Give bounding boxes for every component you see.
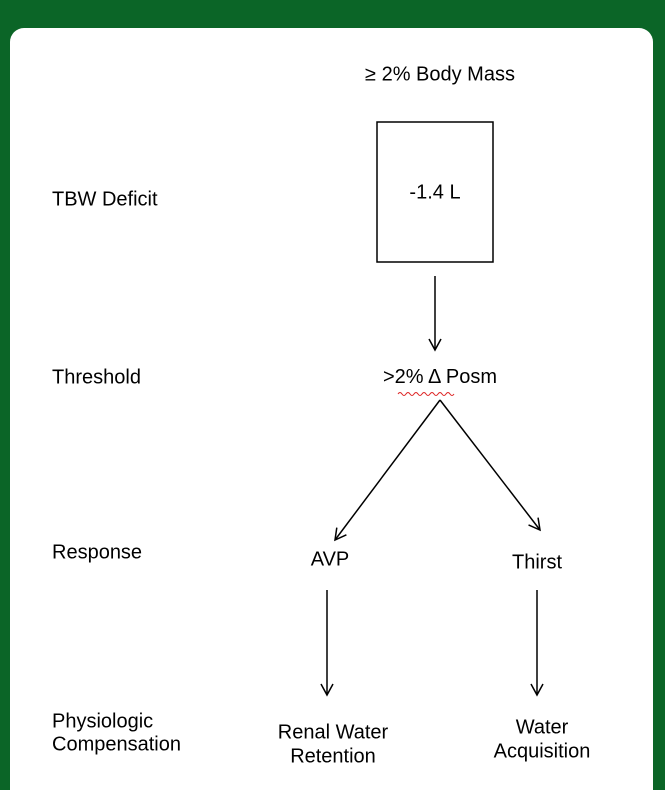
node-label: Renal Water bbox=[278, 721, 389, 743]
node-label-part: >2% Δ bbox=[383, 366, 446, 388]
node-label: >2% Δ Posm bbox=[383, 366, 497, 388]
node-label: Acquisition bbox=[494, 740, 591, 762]
node-label: -1.4 L bbox=[409, 181, 460, 203]
title: ≥ 2% Body Mass bbox=[365, 63, 515, 85]
row-label: Response bbox=[52, 541, 142, 563]
spell-underline bbox=[397, 392, 455, 396]
arrow bbox=[334, 399, 441, 542]
node-label: AVP bbox=[311, 548, 350, 570]
arrow bbox=[439, 399, 541, 532]
node-label: Thirst bbox=[512, 551, 562, 573]
row-label: Compensation bbox=[52, 733, 181, 755]
node-label: Water bbox=[516, 716, 569, 738]
row-label: TBW Deficit bbox=[52, 188, 158, 210]
panel bbox=[10, 28, 653, 795]
row-label: Physiologic bbox=[52, 710, 153, 732]
deficit-box bbox=[376, 121, 494, 263]
node-label: Retention bbox=[290, 745, 376, 767]
row-label: Threshold bbox=[52, 366, 141, 388]
node-label-part: Posm bbox=[446, 366, 497, 388]
